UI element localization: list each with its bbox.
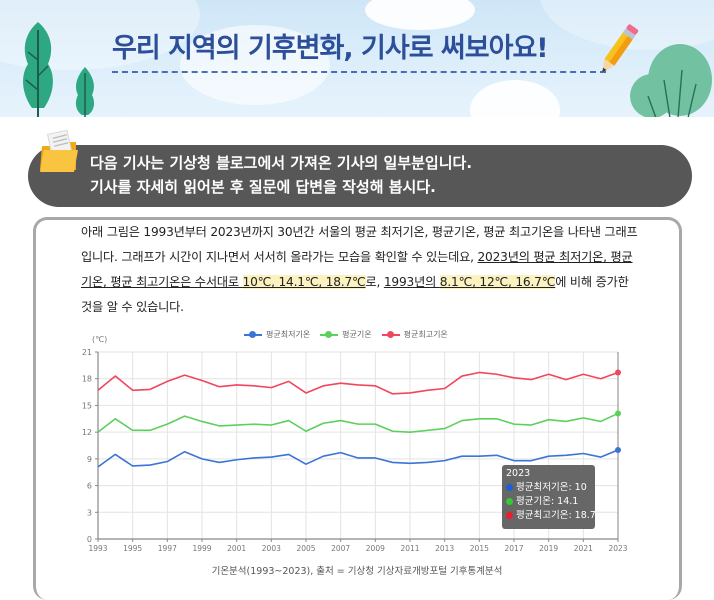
cloud-decoration (180, 25, 330, 105)
title-underline (112, 71, 606, 73)
legend-marker-icon (244, 331, 262, 338)
series-line-1 (97, 412, 619, 433)
legend-label: 평균기온 (342, 330, 372, 339)
instruction-text: 다음 기사는 기상청 블로그에서 가져온 기사의 일부분입니다. 기사를 자세히… (90, 151, 472, 199)
x-tick-label: 1997 (158, 544, 177, 553)
instruction-line-1: 다음 기사는 기상청 블로그에서 가져온 기사의 일부분입니다. (90, 154, 473, 172)
x-tick-label: 2021 (574, 544, 593, 553)
tooltip-row-avg: 평균기온: 14.1 (506, 495, 591, 509)
y-tick-label: 12 (82, 428, 92, 437)
chart-caption: 기온분석(1993~2023), 출처 = 기상청 기상자료개방포털 기후통계분… (211, 566, 503, 577)
legend-item-0[interactable]: 평균최저기온 (244, 329, 310, 340)
y-tick-label: 0 (87, 535, 92, 544)
bush-icon (630, 44, 712, 117)
header-banner: 우리 지역의 기후변화, 기사로 써보아요! (0, 0, 714, 117)
page-title: 우리 지역의 기후변화, 기사로 써보아요! (112, 33, 549, 64)
legend-marker-icon (381, 331, 400, 338)
y-tick-label: 21 (82, 348, 92, 357)
legend-item-2[interactable]: 평균최고기온 (381, 329, 448, 340)
article-text: 아래 그림은 1993년부터 2023년까지 30년간 서울의 평균 최저기온,… (81, 225, 638, 264)
x-tick-label: 1993 (88, 544, 107, 553)
article-underlined-text: 2023년의 평균 최저기온, 평균기온, 평균 최고기온은 수서대로 (81, 250, 633, 289)
x-tick-label: 2013 (435, 544, 454, 553)
tooltip-row-min: 평균최저기온: 10 (506, 481, 591, 495)
x-tick-label: 2015 (470, 544, 489, 553)
y-axis-unit: (℃) (92, 335, 107, 344)
instruction-line-2: 기사를 자세히 읽어본 후 질문에 답변을 작성해 봅시다. (90, 178, 436, 196)
series-line-0 (97, 449, 619, 468)
legend-label: 평균최고기온 (403, 330, 448, 339)
tooltip-year: 2023 (506, 468, 531, 479)
y-tick-label: 15 (82, 401, 92, 410)
folder-icon (40, 129, 78, 172)
tooltip-row-max: 평균최고기온: 18.7 (506, 509, 596, 523)
x-tick-label: 2001 (227, 544, 246, 553)
x-tick-label: 2003 (262, 544, 281, 553)
series-point-2023[interactable] (615, 446, 621, 453)
x-tick-label: 1999 (192, 544, 211, 553)
instruction-bar (28, 145, 692, 207)
tree-icon (23, 22, 53, 117)
chart-legend: 평균최저기온 평균기온 평균최고기온 (244, 329, 458, 340)
tree-icon (75, 67, 95, 117)
article-paragraph: 아래 그림은 1993년부터 2023년까지 30년간 서울의 평균 최저기온,… (81, 220, 641, 320)
legend-marker-icon (320, 331, 339, 338)
article-underlined-text: 1993년의 (383, 275, 440, 289)
article-highlight-2023: 10℃, 14.1℃, 18.7℃ (242, 275, 366, 289)
legend-item-1[interactable]: 평균기온 (320, 329, 372, 340)
pencil-icon (601, 24, 639, 73)
cloud-decoration (470, 80, 560, 117)
x-tick-label: 2005 (296, 544, 315, 553)
x-tick-label: 1995 (123, 544, 142, 553)
legend-label: 평균최저기온 (266, 330, 311, 339)
x-tick-label: 2023 (608, 544, 627, 553)
series-point-2023[interactable] (615, 410, 621, 417)
y-tick-label: 6 (87, 482, 92, 491)
x-tick-label: 2019 (539, 544, 558, 553)
series-line-2 (97, 371, 619, 395)
x-tick-label: 2009 (366, 544, 385, 553)
x-tick-label: 2011 (400, 544, 419, 553)
article-highlight-1993: 8.1℃, 12℃, 16.7℃ (439, 275, 556, 289)
article-text: 로, (365, 275, 384, 289)
series-point-2023[interactable] (615, 369, 621, 376)
x-tick-label: 2017 (504, 544, 523, 553)
y-tick-label: 18 (82, 375, 92, 384)
y-tick-label: 9 (87, 455, 92, 464)
x-tick-label: 2007 (331, 544, 350, 553)
article-text: 에 비해 증가한 것을 알 수 있습니다. (81, 275, 629, 314)
y-tick-label: 3 (87, 508, 92, 517)
chart-tooltip: 2023 평균최저기온: 10 평균기온: 14.1 평균최고기온: 18.7 (502, 465, 596, 529)
